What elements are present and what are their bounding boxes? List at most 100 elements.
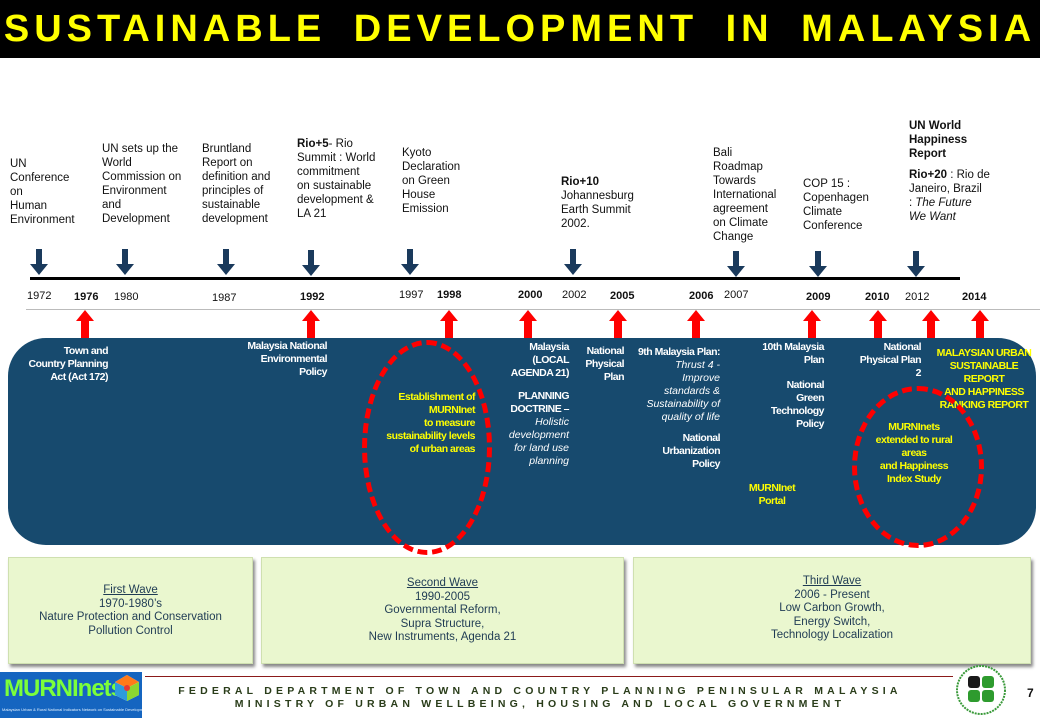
- wave-title: Third Wave: [802, 575, 862, 587]
- wave-period: 2006 - Present: [794, 588, 870, 601]
- policy-italic: Sustainability of: [646, 398, 720, 410]
- event-text: : Rio de: [947, 169, 990, 181]
- event-line: Summit : World: [297, 152, 376, 164]
- policy-line: 10th Malaysia: [762, 341, 824, 353]
- event-text: :: [909, 197, 916, 209]
- policy-italic: planning: [529, 455, 569, 467]
- event-line: Commission on: [102, 171, 182, 183]
- event-line: World: [102, 157, 132, 169]
- policy-line: Policy: [796, 418, 824, 430]
- policy-line: Green: [796, 392, 824, 404]
- policy-line: Act (Act 172): [50, 371, 108, 383]
- year-label: 2012: [905, 291, 930, 303]
- policy-italic: development: [508, 429, 569, 441]
- event-2002: Rio+10 Johannesburg Earth Summit 2002.: [561, 175, 634, 231]
- policy-italic: for land use: [514, 442, 569, 454]
- event-bold: Report: [909, 148, 947, 160]
- up-arrow-icon: [302, 310, 320, 338]
- footer-line-1: FEDERAL DEPARTMENT OF TOWN AND COUNTRY P…: [178, 685, 902, 697]
- logo-text: MURNInets: [4, 675, 124, 702]
- down-arrow-icon: [727, 251, 745, 277]
- year-label: 2006: [689, 290, 714, 302]
- event-line: Report on: [202, 157, 253, 169]
- event-line: on Green: [402, 175, 450, 187]
- up-arrow-icon: [922, 310, 940, 338]
- policy-local-agenda-21: Malaysia (LOCAL AGENDA 21) PLANNING DOCT…: [490, 341, 570, 468]
- down-arrow-icon: [116, 249, 134, 275]
- event-line: COP 15 :: [803, 178, 851, 190]
- policy-line: (LOCAL: [532, 354, 569, 366]
- event-line: on sustainable: [297, 180, 372, 192]
- policy-line: DOCTRINE –: [510, 403, 569, 415]
- policy-line: MALAYSIAN URBAN: [936, 347, 1032, 359]
- policy-line: Malaysia National: [247, 340, 327, 352]
- policy-line: Portal: [758, 495, 786, 507]
- event-line: Roadmap: [713, 161, 763, 173]
- policy-tcpa: Town and Country Planning Act (Act 172): [8, 345, 109, 384]
- event-line: Conference: [803, 220, 863, 232]
- policy-line: Country Planning: [28, 358, 109, 370]
- year-label: 1987: [212, 292, 237, 304]
- event-line: Bali: [713, 147, 733, 159]
- policy-line: Plan: [603, 371, 625, 383]
- up-arrow-icon: [803, 310, 821, 338]
- policy-line: REPORT: [963, 373, 1005, 385]
- year-label: 1972: [27, 290, 52, 302]
- down-arrow-icon: [401, 249, 419, 275]
- event-line: House: [402, 189, 436, 201]
- wave-line: Technology Localization: [770, 629, 894, 641]
- year-label: 2000: [518, 289, 543, 301]
- policy-line: Policy: [299, 366, 327, 378]
- event-line: Emission: [402, 203, 449, 215]
- event-line: Bruntland: [202, 143, 252, 155]
- policy-line: AND HAPPINESS: [944, 386, 1024, 398]
- event-line: development &: [297, 194, 374, 206]
- policy-10th-malaysia-plan: 10th Malaysia Plan National Green Techno…: [740, 341, 824, 431]
- policy-italic: quality of life: [661, 411, 720, 423]
- policy-national-physical-plan-2: National Physical Plan 2: [840, 341, 922, 380]
- event-line: Climate: [803, 206, 842, 218]
- down-arrow-icon: [564, 249, 582, 275]
- logo-subtitle: Malaysian Urban & Rural National Indicat…: [2, 707, 142, 712]
- divider-line: [26, 309, 1040, 310]
- policy-line: Physical Plan: [859, 354, 922, 366]
- policy-italic: Holistic: [535, 416, 569, 428]
- event-bold: UN World: [909, 120, 962, 132]
- jpbd-logo: [956, 665, 1006, 715]
- cube-icon: [115, 675, 139, 701]
- policy-line: Urbanization: [662, 445, 720, 457]
- wave-line: Supra Structure,: [400, 617, 485, 630]
- policy-line: Town and: [63, 345, 109, 357]
- policy-line: Technology: [770, 405, 825, 417]
- wave-line: Energy Switch,: [793, 615, 871, 628]
- year-label: 2009: [806, 291, 831, 303]
- wave-first: First Wave 1970-1980’s Nature Protection…: [8, 557, 253, 664]
- policy-line: Plan: [803, 354, 825, 366]
- policy-line: 9th Malaysia Plan:: [637, 346, 721, 358]
- event-line: UN: [10, 158, 27, 170]
- wave-line: Low Carbon Growth,: [779, 602, 885, 614]
- down-arrow-icon: [217, 249, 235, 275]
- event-1992: Rio+5- Rio Summit : World commitment on …: [297, 137, 375, 221]
- event-line: on: [10, 186, 23, 198]
- event-line: sustainable: [202, 199, 261, 211]
- event-2007: Bali Roadmap Towards International agree…: [713, 146, 776, 244]
- up-arrow-icon: [440, 310, 458, 338]
- title-bar: SUSTAINABLE DEVELOPMENT IN MALAYSIA: [0, 0, 1040, 58]
- event-line: 2002.: [561, 218, 590, 230]
- policy-italic: Thrust 4 -: [675, 359, 720, 371]
- wave-line: New Instruments, Agenda 21: [368, 631, 517, 643]
- year-label: 2010: [865, 291, 890, 303]
- timeline-axis: [30, 277, 960, 280]
- event-line: Copenhagen: [803, 192, 869, 204]
- event-line: commitment: [297, 166, 360, 178]
- footer-line-2: MINISTRY OF URBAN WELLBEING, HOUSING AND…: [234, 698, 846, 710]
- event-line: and: [102, 199, 122, 211]
- event-line: Development: [102, 213, 170, 225]
- event-2012: UN World Happiness Report Rio+20 : Rio d…: [909, 119, 990, 224]
- policy-line: MURNInet: [748, 482, 796, 494]
- event-line: LA 21: [297, 208, 327, 220]
- policy-line: PLANNING: [518, 390, 569, 402]
- year-label: 2005: [610, 290, 635, 302]
- event-italic: We Want: [909, 211, 956, 223]
